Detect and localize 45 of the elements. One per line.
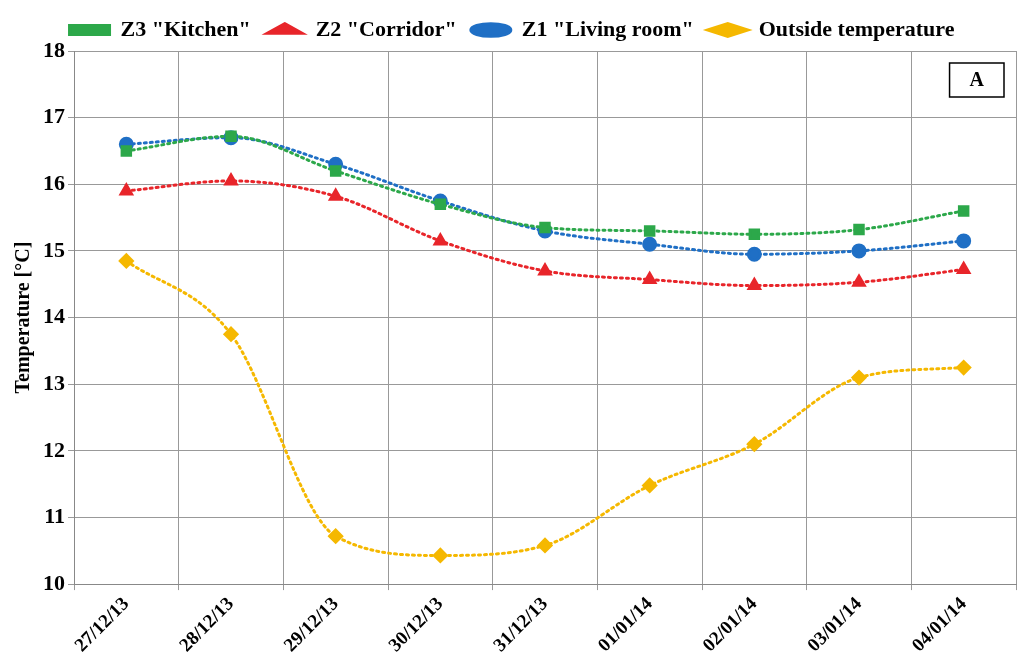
y-tick-label: 15 <box>43 236 65 262</box>
legend-label: Z3 "Kitchen" <box>120 15 251 41</box>
y-axis-title: Temperature [°C] <box>11 241 35 394</box>
point <box>852 274 866 287</box>
point <box>956 262 971 275</box>
legend-label: Outside temperature <box>758 15 955 41</box>
point <box>223 326 239 342</box>
point <box>747 278 762 291</box>
y-tick-label: 11 <box>44 503 65 529</box>
point <box>746 436 762 452</box>
point <box>432 547 448 563</box>
point <box>643 225 656 237</box>
point <box>328 188 343 201</box>
y-tick-label: 14 <box>43 303 65 329</box>
point <box>434 198 447 211</box>
point <box>957 205 970 217</box>
point <box>119 183 134 196</box>
point <box>956 360 972 376</box>
point <box>956 233 972 249</box>
y-tick-label: 17 <box>43 103 65 129</box>
point <box>748 228 761 240</box>
point <box>746 246 762 262</box>
point <box>120 145 133 157</box>
point <box>537 537 553 553</box>
point <box>851 243 867 259</box>
y-tick-label: 12 <box>43 436 65 462</box>
legend-label: Z1 "Living room" <box>521 15 694 41</box>
y-tick-label: 10 <box>43 569 65 595</box>
point <box>224 173 238 186</box>
point <box>118 253 134 269</box>
point <box>539 221 551 234</box>
point <box>538 263 552 276</box>
annotation: A <box>969 68 985 91</box>
y-tick-label: 18 <box>43 36 65 62</box>
y-tick-label: 13 <box>43 369 65 395</box>
point <box>642 477 658 493</box>
point <box>329 165 342 177</box>
legend-label: Z2 "Corridor" <box>315 15 457 41</box>
point <box>328 528 344 544</box>
point <box>642 236 658 252</box>
point <box>433 233 448 246</box>
y-tick-label: 16 <box>43 169 65 195</box>
point <box>642 272 657 285</box>
point <box>851 370 867 386</box>
point <box>853 223 865 236</box>
